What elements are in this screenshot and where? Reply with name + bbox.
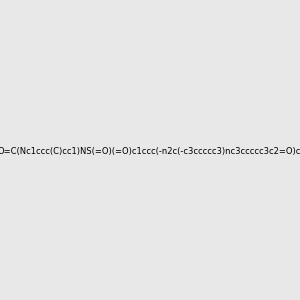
Text: O=C(Nc1ccc(C)cc1)NS(=O)(=O)c1ccc(-n2c(-c3ccccc3)nc3ccccc3c2=O)cc1: O=C(Nc1ccc(C)cc1)NS(=O)(=O)c1ccc(-n2c(-c… [0, 147, 300, 156]
